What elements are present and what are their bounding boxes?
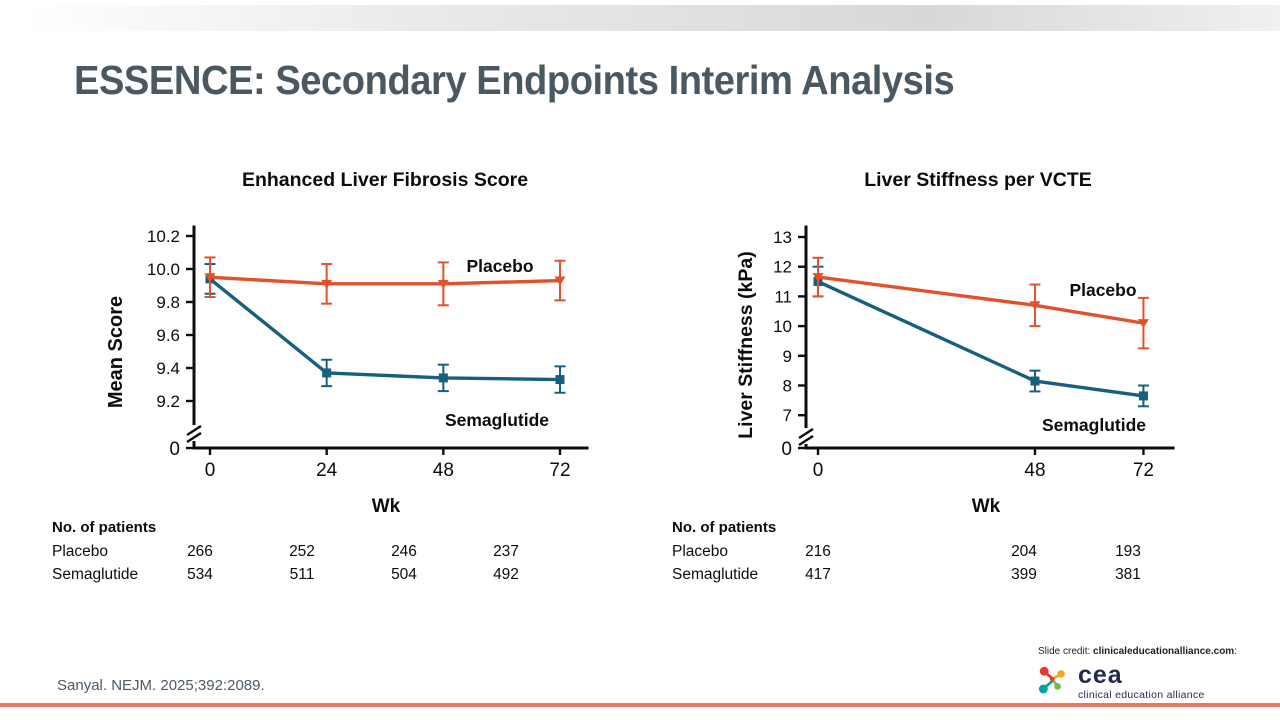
marker-square (1138, 391, 1148, 401)
slide-title: ESSENCE: Secondary Endpoints Interim Ana… (74, 57, 955, 103)
x-tick-label: 48 (1024, 460, 1045, 481)
patients-value: 399 (1011, 566, 1037, 583)
patients-header: No. of patients (672, 519, 776, 536)
patients-value: 252 (289, 543, 315, 560)
marker-square (1030, 376, 1040, 386)
y-tick-label: 9.8 (156, 293, 180, 312)
patients-value: 417 (805, 566, 831, 583)
y-tick-label: 9 (783, 347, 792, 366)
y-tick-label: 11 (774, 287, 792, 306)
marker-square (322, 368, 332, 378)
legend-placebo: Placebo (466, 256, 533, 276)
patients-value: 266 (187, 543, 213, 560)
marker-triangle-down (1137, 319, 1149, 329)
cea-logo: cea clinical education alliance (1038, 663, 1238, 701)
credit-prefix: Slide credit: (1038, 646, 1091, 657)
marker-triangle-down (1029, 301, 1041, 311)
y-tick-label: 9.2 (156, 392, 180, 411)
legend-semaglutide: Semaglutide (445, 410, 549, 430)
credit-suffix: : (1234, 646, 1237, 657)
y-tick-label: 10.2 (147, 227, 180, 246)
legend-semaglutide: Semaglutide (1042, 415, 1146, 435)
patients-value: 204 (1011, 543, 1037, 560)
cea-tagline: clinical education alliance (1078, 689, 1205, 701)
cea-logo-icon (1038, 666, 1065, 694)
x-tick-label: 48 (433, 460, 454, 481)
patients-row-label: Semaglutide (672, 566, 758, 583)
y-tick-label: 10.0 (147, 260, 180, 279)
patients-value: 237 (493, 543, 519, 560)
cea-logo-text: cea (1078, 661, 1123, 689)
y-tick-label: 10 (773, 317, 792, 336)
y-tick-label: 12 (773, 258, 792, 277)
y-axis-label: Mean Score (105, 296, 127, 408)
marker-square (555, 375, 565, 385)
y-tick-label-zero: 0 (781, 439, 792, 460)
y-tick-label: 9.6 (156, 326, 180, 345)
charts-canvas: 10.210.09.89.69.49.200 24 48 72PlaceboSemag… (52, 169, 1175, 583)
chart-1: 10.2 10.0 9.8 9.6 9.4 9.2 0 0 24 48 72 Placebo Semag… (52, 169, 589, 583)
y-tick-label-zero: 0 (169, 439, 180, 460)
marker-triangle-down (437, 279, 449, 289)
patients-value: 511 (290, 566, 315, 583)
legend-placebo: Placebo (1069, 280, 1136, 300)
y-axis-label: Liver Stiffness (kPa) (735, 251, 757, 438)
slide-credit: Slide credit: clinicaleducationalliance.… (1038, 646, 1238, 701)
y-tick-label: 7 (783, 406, 792, 425)
marker-square (438, 373, 448, 383)
citation: Sanyal. NEJM. 2025;392:2089. (57, 677, 265, 694)
patients-value: 381 (1115, 566, 1141, 583)
patients-value: 492 (493, 566, 519, 583)
y-tick-label: 8 (783, 377, 792, 396)
placebo-line (209, 275, 561, 286)
patients-header: No. of patients (52, 519, 156, 536)
semaglutide-line (208, 277, 561, 382)
patients-row-label: Placebo (52, 543, 108, 560)
x-tick-label: 24 (316, 460, 338, 481)
patients-value: 216 (805, 543, 831, 560)
patients-value: 193 (1115, 543, 1141, 560)
credit-site-link[interactable]: clinicaleducationalliance.com (1093, 646, 1235, 657)
patients-value: 504 (391, 566, 417, 583)
x-axis-label: Wk (972, 496, 1001, 517)
marker-triangle-down (812, 273, 824, 283)
y-tick-label: 9.4 (156, 359, 180, 378)
marker-triangle-down (321, 279, 333, 289)
chart-2: 13 12 11 10 9 8 7 00 48 72 Placebo Semaglutide Liver… (672, 169, 1175, 583)
patients-row-label: Semaglutide (52, 566, 138, 583)
x-axis-label: Wk (372, 496, 401, 517)
patients-value: 246 (391, 543, 417, 560)
chart-title: Enhanced Liver Fibrosis Score (242, 169, 528, 191)
x-tick-label: 72 (1133, 460, 1154, 481)
x-tick-label: 72 (549, 460, 570, 481)
x-tick-label: 0 (205, 460, 216, 481)
y-tick-label: 13 (773, 228, 792, 247)
patients-row-label: Placebo (672, 543, 728, 560)
top-accent-bar (22, 5, 1280, 31)
patients-value: 534 (187, 566, 213, 583)
bottom-accent-line (0, 703, 1280, 707)
x-tick-label: 0 (813, 460, 824, 481)
cea-logo-text-block: cea clinical education alliance (1078, 663, 1205, 701)
marker-triangle-down (554, 276, 566, 286)
chart-title: Liver Stiffness per VCTE (864, 169, 1092, 191)
marker-triangle-down (204, 273, 216, 283)
credit-line: Slide credit: clinicaleducationalliance.… (1038, 646, 1238, 657)
